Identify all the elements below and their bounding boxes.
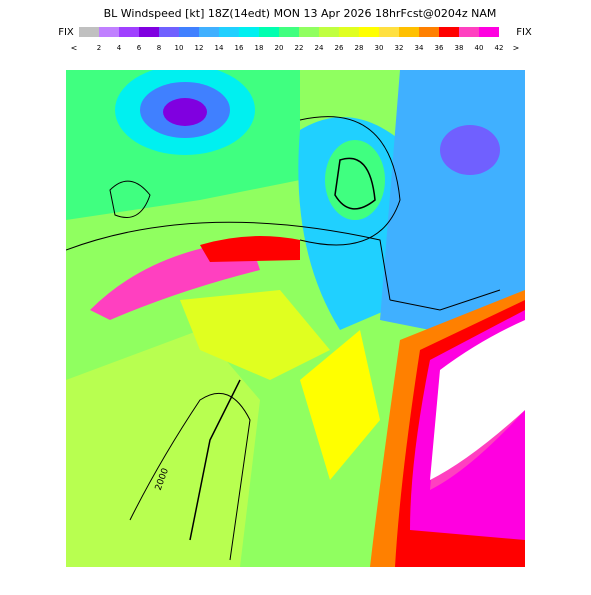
legend-swatch xyxy=(199,27,219,37)
legend-label: 40 xyxy=(475,44,484,52)
fix-right[interactable]: FIX xyxy=(516,27,532,38)
legend-label: 12 xyxy=(195,44,204,52)
legend-label: 22 xyxy=(295,44,304,52)
legend-label: 42 xyxy=(495,44,504,52)
legend-swatch xyxy=(159,27,179,37)
legend-label: 20 xyxy=(275,44,284,52)
fix-left[interactable]: FIX xyxy=(58,27,74,38)
legend-label: 2 xyxy=(97,44,101,52)
legend-label: 14 xyxy=(215,44,224,52)
legend-swatch xyxy=(479,27,499,37)
map: 2000 xyxy=(66,70,525,567)
contours xyxy=(66,116,501,561)
legend-label: 38 xyxy=(455,44,464,52)
legend-swatch xyxy=(379,27,399,37)
legend-swatch xyxy=(439,27,459,37)
legend-label: 28 xyxy=(355,44,364,52)
field-area xyxy=(380,70,525,330)
legend-swatch xyxy=(279,27,299,37)
legend-label: 32 xyxy=(395,44,404,52)
legend-swatch xyxy=(179,27,199,37)
map-title: BL Windspeed [kt] 18Z(14edt) MON 13 Apr … xyxy=(104,7,497,20)
legend-swatch xyxy=(119,27,139,37)
legend-swatch xyxy=(139,27,159,37)
legend-label: 6 xyxy=(137,44,142,52)
legend-swatch xyxy=(339,27,359,37)
field-area xyxy=(180,290,330,380)
legend-swatch xyxy=(319,27,339,37)
legend-swatch xyxy=(239,27,259,37)
legend-label: 10 xyxy=(175,44,184,52)
legend-swatch xyxy=(419,27,439,37)
legend-swatch xyxy=(299,27,319,37)
legend-swatch xyxy=(399,27,419,37)
field-area xyxy=(66,330,260,567)
water-area xyxy=(430,320,525,480)
legend-label: 36 xyxy=(435,44,444,52)
legend-swatch xyxy=(359,27,379,37)
colorbar: 2 4 6 8 10 12 14 16 18 20 22 24 26 28 30 32 34 36 38 40 42 xyxy=(79,27,503,52)
legend-swatch xyxy=(259,27,279,37)
legend-label: 34 xyxy=(415,44,424,52)
legend-swatch xyxy=(219,27,239,37)
legend-label: 24 xyxy=(315,44,324,52)
field-area xyxy=(163,98,207,126)
legend-label: 16 xyxy=(235,44,244,52)
next-arrow[interactable]: > xyxy=(513,44,520,53)
legend-label: 8 xyxy=(157,44,161,52)
prev-arrow[interactable]: < xyxy=(71,44,78,53)
legend-label: 18 xyxy=(255,44,264,52)
legend-label: 4 xyxy=(117,44,122,52)
field-area xyxy=(325,140,385,220)
legend-swatch xyxy=(79,27,99,37)
legend-swatch xyxy=(459,27,479,37)
legend-swatch xyxy=(99,27,119,37)
field-area xyxy=(440,125,500,175)
legend-label: 26 xyxy=(335,44,344,52)
field-area xyxy=(300,330,380,480)
field-area xyxy=(200,236,300,262)
legend-label: 30 xyxy=(375,44,384,52)
